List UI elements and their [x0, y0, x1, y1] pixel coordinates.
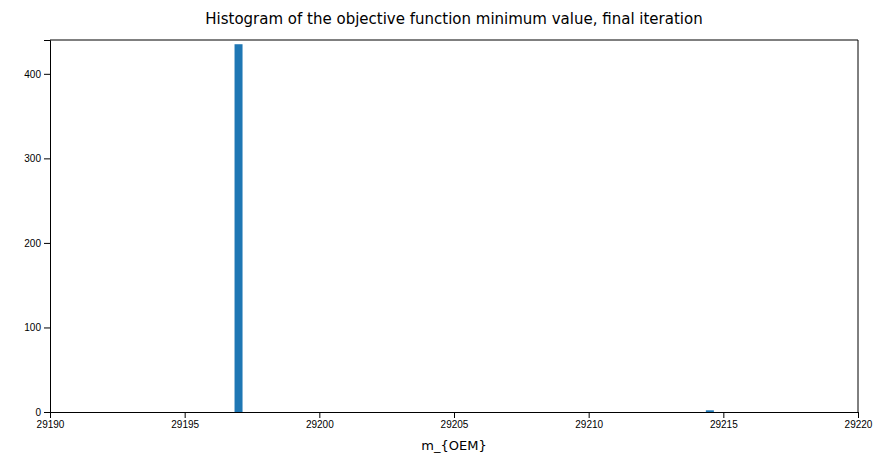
bar [706, 410, 714, 412]
plot-area: 29190 29195 29200 29205 29210 29215 29220 0 100 2… [24, 40, 873, 430]
x-tick: 29200 [306, 412, 334, 430]
chart-container: 29190 29195 29200 29205 29210 29215 29220 0 100 2… [0, 0, 883, 462]
y-tick-mark [44, 74, 50, 75]
chart-svg: 29190 29195 29200 29205 29210 29215 29220 0 100 2… [0, 0, 883, 462]
x-tick: 29210 [575, 412, 603, 430]
frame-right [858, 40, 859, 412]
x-tick: 29215 [710, 412, 738, 430]
x-tick-label: 29195 [171, 419, 199, 430]
x-tick-mark [858, 412, 859, 418]
x-tick-mark [319, 412, 320, 418]
y-tick-mark [44, 412, 50, 413]
x-tick: 29195 [171, 412, 199, 430]
bar [235, 44, 243, 412]
y-tick: 0 [35, 407, 50, 418]
y-tick-label: 0 [35, 407, 41, 418]
y-axis-line [44, 41, 51, 413]
x-tick: 29220 [845, 412, 873, 430]
x-tick-label: 29200 [306, 419, 334, 430]
x-tick-mark [185, 412, 186, 418]
x-tick-label: 29205 [441, 419, 469, 430]
x-tick-mark [454, 412, 455, 418]
x-tick-label: 29210 [575, 419, 603, 430]
y-tick-label: 300 [24, 153, 41, 164]
y-axis: 0 100 200 300 400 [24, 41, 50, 418]
x-axis: 29190 29195 29200 29205 29210 29215 29220 [37, 412, 873, 430]
y-tick: 200 [24, 238, 50, 249]
x-axis-title: m_{OEM} [421, 438, 486, 453]
x-tick-mark [723, 412, 724, 418]
y-tick-label: 400 [24, 69, 41, 80]
y-tick-mark [44, 158, 50, 159]
bars [235, 44, 714, 412]
y-tick-mark [44, 327, 50, 328]
x-tick-label: 29190 [37, 419, 65, 430]
x-tick-label: 29220 [845, 419, 873, 430]
y-tick: 400 [24, 69, 50, 80]
y-tick-mark [44, 243, 50, 244]
y-tick-label: 200 [24, 238, 41, 249]
y-tick-label: 100 [24, 322, 41, 333]
x-axis-line [51, 413, 859, 419]
chart-title: Histogram of the objective function mini… [205, 10, 702, 28]
x-tick-mark [589, 412, 590, 418]
y-tick: 100 [24, 322, 50, 333]
frame-top [50, 40, 858, 41]
y-tick: 300 [24, 153, 50, 164]
x-tick-label: 29215 [710, 419, 738, 430]
x-tick: 29205 [441, 412, 469, 430]
